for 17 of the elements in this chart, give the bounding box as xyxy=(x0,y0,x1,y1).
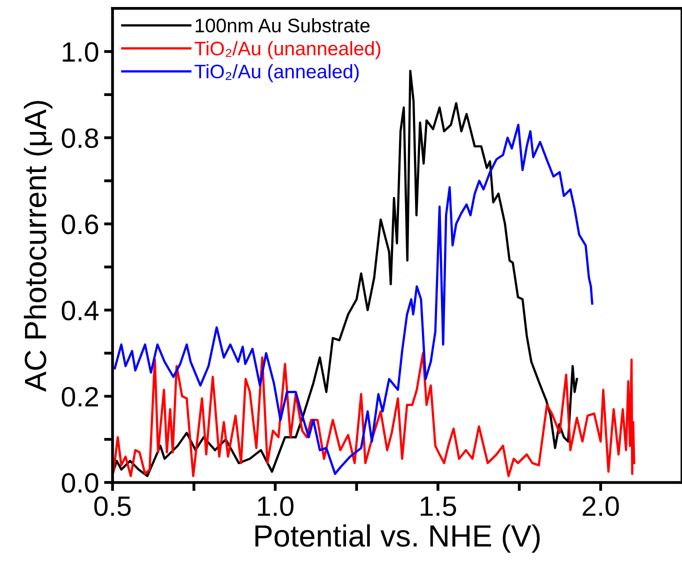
x-axis-title: Potential vs. NHE (V) xyxy=(255,524,540,553)
x-tick-label: 0.5 xyxy=(94,496,131,516)
x-tick-label: 1.0 xyxy=(258,496,294,516)
y-tick-label: 0.0 xyxy=(62,473,98,493)
y-tick-label: 1.0 xyxy=(62,42,98,62)
y-tick-label: 0.6 xyxy=(62,214,98,234)
legend-label: 100nm Au Substrate xyxy=(196,18,370,32)
legend-label: TiO₂/Au (unannealed) xyxy=(194,41,380,60)
y-tick-label: 0.8 xyxy=(62,128,98,148)
x-tick-label: 2.0 xyxy=(582,496,619,516)
x-tick-label: 1.5 xyxy=(420,496,456,516)
legend-label: TiO₂/Au (annealed) xyxy=(194,64,359,82)
line-series xyxy=(114,124,594,475)
y-tick-label: 0.4 xyxy=(62,300,99,320)
y-tick-label: 0.2 xyxy=(62,386,98,407)
y-axis-title: AC Photocurrent (μA) xyxy=(24,100,52,392)
line-series xyxy=(112,352,636,478)
